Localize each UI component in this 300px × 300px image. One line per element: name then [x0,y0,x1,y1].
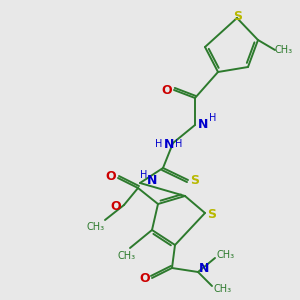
Text: H: H [175,139,183,149]
Text: CH₃: CH₃ [275,45,293,55]
Text: H: H [155,139,163,149]
Text: N: N [199,262,209,275]
Text: CH₃: CH₃ [214,284,232,294]
Text: H: H [140,170,148,180]
Text: S: S [233,11,242,23]
Text: CH₃: CH₃ [217,250,235,260]
Text: S: S [190,175,200,188]
Text: CH₃: CH₃ [118,251,136,261]
Text: O: O [162,83,172,97]
Text: O: O [140,272,150,286]
Text: N: N [198,118,208,130]
Text: N: N [147,175,157,188]
Text: S: S [208,208,217,220]
Text: O: O [106,170,116,184]
Text: N: N [164,137,174,151]
Text: CH₃: CH₃ [87,222,105,232]
Text: H: H [209,113,217,123]
Text: O: O [111,200,121,212]
